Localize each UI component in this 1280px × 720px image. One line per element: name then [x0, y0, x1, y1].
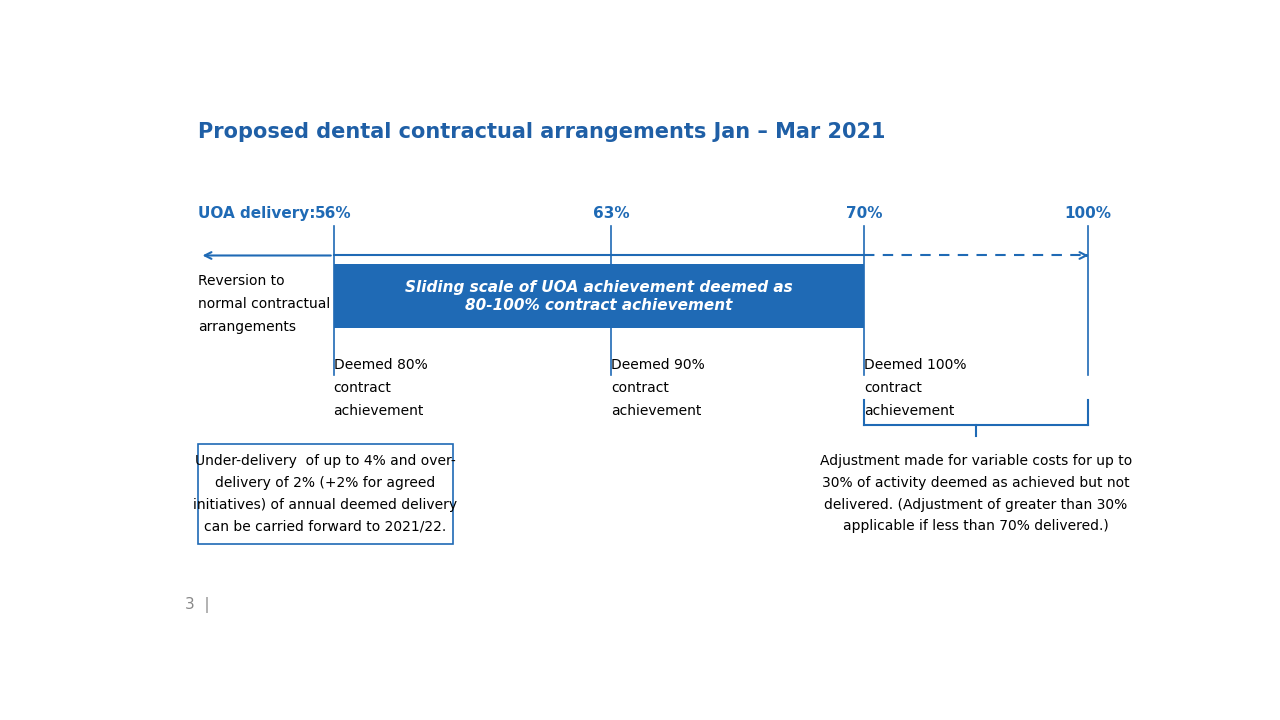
Text: 56%: 56% — [315, 207, 352, 222]
Text: Deemed 100%
contract
achievement: Deemed 100% contract achievement — [864, 358, 966, 418]
Text: Adjustment made for variable costs for up to
30% of activity deemed as achieved : Adjustment made for variable costs for u… — [819, 454, 1132, 534]
Text: 70%: 70% — [846, 207, 883, 222]
Text: 100%: 100% — [1064, 207, 1111, 222]
Text: 80-100% contract achievement: 80-100% contract achievement — [465, 298, 732, 313]
Text: Deemed 80%
contract
achievement: Deemed 80% contract achievement — [334, 358, 428, 418]
Text: 63%: 63% — [593, 207, 630, 222]
Text: Proposed dental contractual arrangements Jan – Mar 2021: Proposed dental contractual arrangements… — [197, 122, 886, 143]
Bar — [334, 264, 864, 328]
Bar — [197, 444, 453, 544]
Text: 3  |: 3 | — [184, 597, 210, 613]
Text: Under-delivery  of up to 4% and over-
delivery of 2% (+2% for agreed
initiatives: Under-delivery of up to 4% and over- del… — [193, 454, 457, 534]
Text: Reversion to
normal contractual
arrangements: Reversion to normal contractual arrangem… — [197, 274, 330, 334]
Text: Sliding scale of UOA achievement deemed as: Sliding scale of UOA achievement deemed … — [404, 280, 792, 295]
Text: Deemed 90%
contract
achievement: Deemed 90% contract achievement — [612, 358, 705, 418]
Text: UOA delivery:: UOA delivery: — [197, 207, 315, 222]
